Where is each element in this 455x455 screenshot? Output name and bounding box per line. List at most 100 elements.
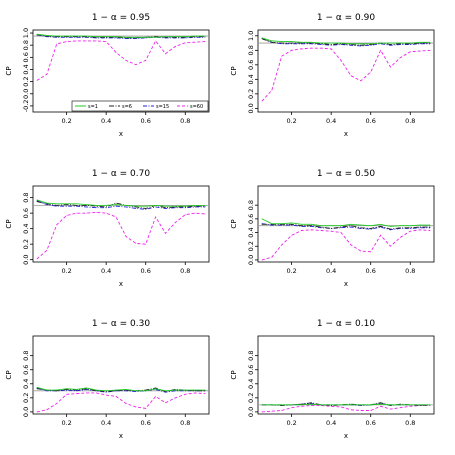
data-point-s6: [204, 205, 206, 207]
x-tick-label: 0.8: [180, 419, 190, 427]
data-point-s60: [380, 49, 381, 51]
data-point-s15: [360, 405, 362, 406]
data-point-s1: [320, 42, 322, 44]
y-tick-label: 0.4: [22, 223, 30, 233]
data-point-s1: [261, 404, 263, 406]
data-point-s1: [400, 225, 401, 227]
data-point-s1: [46, 35, 48, 36]
data-point-s60: [390, 66, 391, 68]
data-point-s1: [125, 205, 127, 206]
data-point-s1: [330, 404, 332, 406]
data-point-s60: [360, 250, 362, 252]
panel-title: 1 − α = 0.70: [92, 169, 150, 179]
data-point-s15: [194, 206, 196, 208]
data-point-s1: [95, 36, 97, 38]
data-point-s1: [360, 404, 362, 406]
data-point-s1: [400, 404, 401, 406]
data-point-s6: [291, 42, 292, 44]
data-point-s15: [36, 387, 38, 389]
data-point-s1: [76, 35, 77, 37]
data-point-s1: [204, 389, 206, 391]
data-point-s6: [409, 227, 411, 229]
data-point-s15: [175, 207, 176, 209]
y-tick-label: 0.8: [22, 40, 30, 50]
data-point-s15: [204, 206, 206, 208]
series-line-s6: [261, 38, 431, 46]
series-s15: [36, 200, 206, 210]
x-tick-label: 0.4: [101, 117, 111, 125]
data-point-s1: [340, 42, 342, 44]
x-tick-label: 0.4: [101, 419, 111, 427]
series-s60: [36, 392, 206, 413]
y-tick-label: 0.0: [22, 407, 30, 417]
data-point-s1: [204, 35, 206, 37]
data-point-s1: [86, 204, 87, 205]
data-point-s1: [281, 404, 283, 406]
plot-frame: [32, 29, 210, 113]
legend-label-s60: s=60: [190, 104, 203, 110]
data-point-s6: [194, 390, 196, 392]
data-point-s6: [320, 43, 322, 45]
data-point-s60: [311, 405, 312, 406]
data-point-s15: [165, 391, 166, 393]
data-point-s60: [115, 216, 117, 218]
data-point-s6: [419, 226, 421, 228]
data-point-s6: [165, 391, 166, 392]
series-line-s1: [36, 33, 206, 38]
data-point-s60: [204, 41, 206, 42]
data-point-s60: [429, 49, 431, 51]
data-point-s60: [360, 80, 362, 82]
data-point-s1: [66, 203, 67, 205]
data-point-s1: [380, 42, 381, 44]
panel-title: 1 − α = 0.10: [317, 319, 375, 329]
y-tick-label: 0.4: [22, 379, 30, 389]
y-tick-label: 0.0: [247, 255, 255, 265]
panel-title: 1 − α = 0.90: [317, 13, 375, 23]
data-point-s6: [380, 402, 381, 404]
panel-1: 1 − α = 0.90 CP x 0.0 0.2 0.4 0.6 0.8 1.0 0.2 0.4 0…: [230, 13, 435, 138]
data-point-s1: [194, 205, 196, 206]
data-point-s60: [66, 41, 67, 42]
data-point-s60: [400, 237, 401, 238]
x-tick-label: 0.6: [141, 419, 151, 427]
data-point-s15: [429, 227, 431, 229]
data-point-s1: [360, 224, 362, 226]
data-point-s60: [165, 402, 166, 404]
series-s6: [261, 38, 431, 46]
data-point-s15: [350, 226, 352, 228]
data-point-s15: [350, 44, 352, 46]
data-point-s15: [291, 224, 292, 226]
x-tick-label: 0.2: [61, 267, 71, 275]
data-point-s1: [175, 36, 176, 38]
data-point-s1: [135, 205, 137, 207]
data-point-s60: [155, 40, 156, 42]
data-point-s60: [261, 100, 263, 102]
data-point-s60: [194, 41, 196, 43]
data-point-s6: [340, 43, 342, 45]
data-point-s15: [76, 390, 77, 392]
data-point-s60: [261, 259, 263, 261]
data-point-s60: [155, 216, 156, 218]
data-point-s15: [184, 390, 186, 392]
data-point-s60: [281, 55, 283, 57]
data-point-s6: [281, 405, 283, 406]
data-point-s15: [390, 44, 391, 46]
data-point-s6: [301, 42, 302, 44]
data-point-s15: [135, 391, 137, 392]
legend-label-s1: s=1: [88, 104, 98, 110]
x-axis-label: x: [344, 432, 348, 440]
series-s6: [261, 402, 431, 407]
data-point-s6: [400, 227, 401, 229]
data-point-s1: [36, 386, 38, 388]
data-point-s60: [76, 393, 77, 394]
y-tick-label: 0.4: [247, 74, 255, 84]
data-point-s60: [380, 405, 381, 407]
data-point-s1: [184, 36, 186, 38]
data-point-s1: [301, 404, 302, 406]
y-tick-label: 0.6: [247, 214, 255, 224]
data-point-s60: [165, 53, 166, 55]
data-point-s60: [95, 392, 97, 394]
y-tick-label: 0.0: [22, 89, 30, 99]
data-point-s15: [271, 224, 273, 226]
y-tick-label: 0.0: [247, 103, 255, 113]
